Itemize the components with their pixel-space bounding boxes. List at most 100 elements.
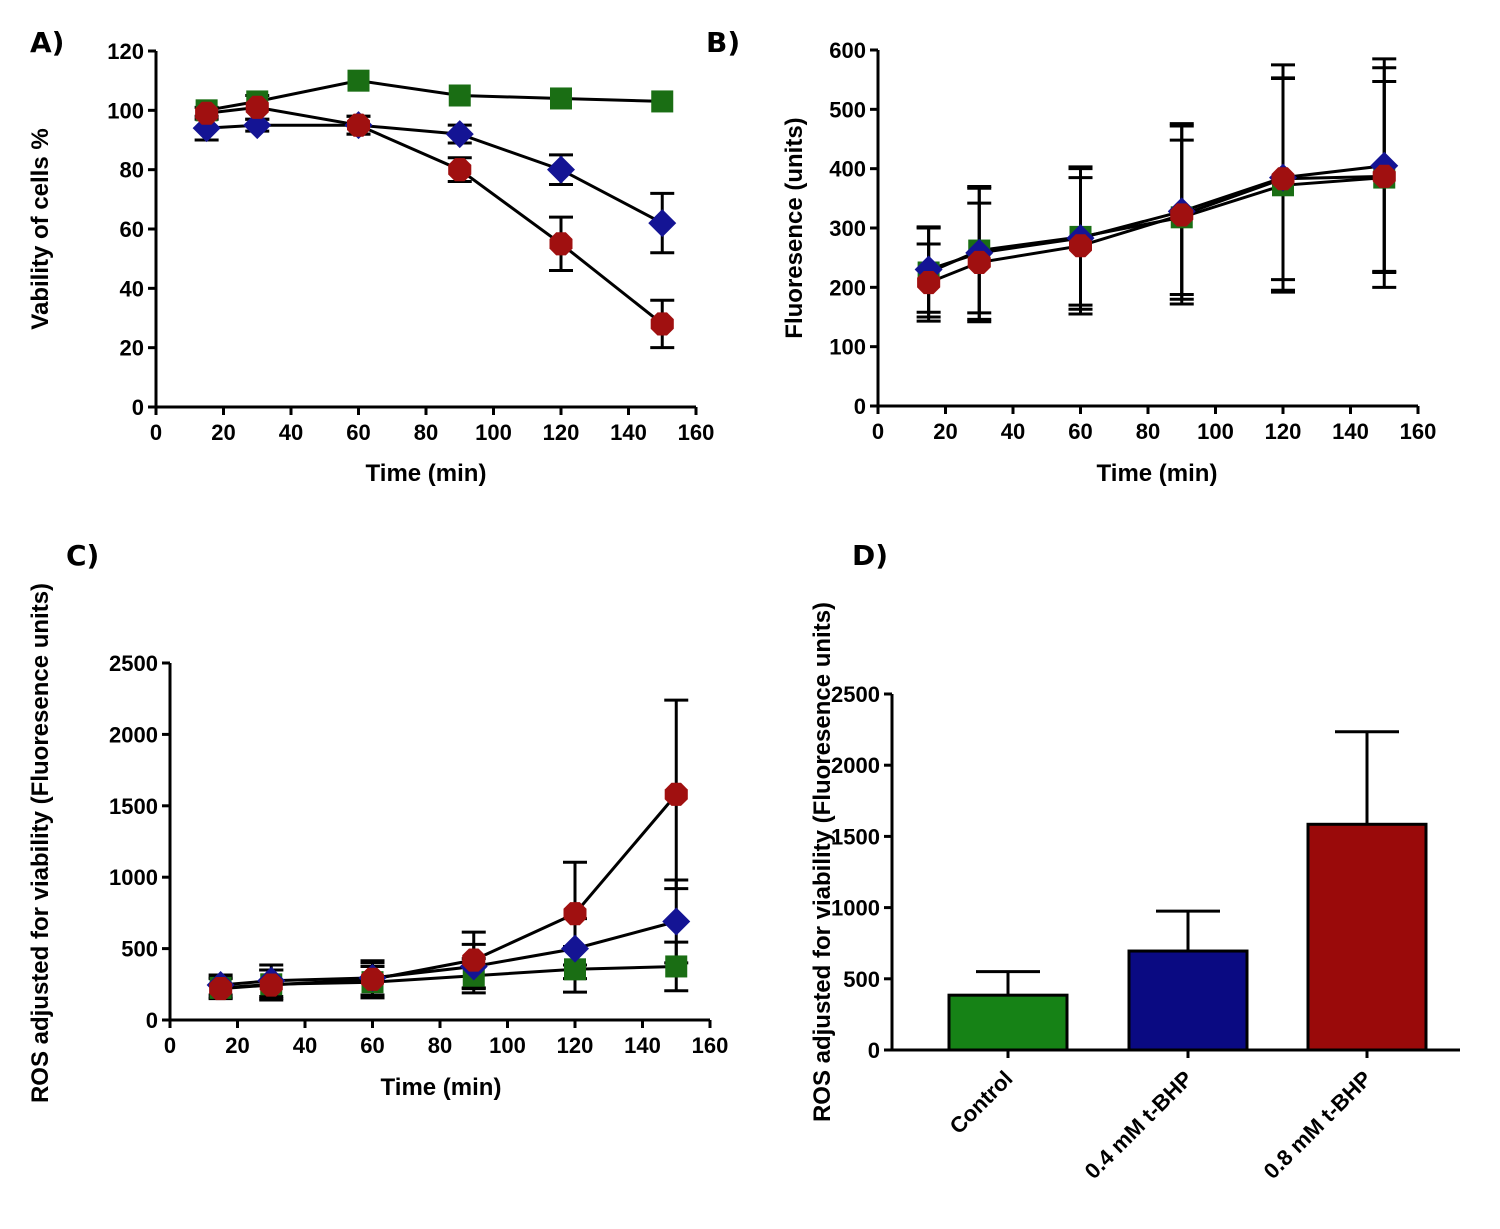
series-line-circle [928, 174, 1385, 284]
data-point-circle [245, 95, 269, 119]
data-point-circle [1069, 234, 1092, 258]
y-tick-label: 1500 [109, 794, 158, 819]
y-tick-label: 100 [829, 335, 866, 360]
series-line-circle [206, 105, 664, 326]
data-point-diamond [648, 209, 677, 238]
x-tick-label: 60 [360, 1033, 384, 1058]
data-point-square [347, 69, 370, 92]
bar [1306, 822, 1428, 1052]
x-tick-label: 80 [1136, 419, 1160, 444]
y-tick-label: 120 [107, 39, 144, 64]
series-line-circle [220, 793, 678, 991]
x-tick-label: 20 [211, 420, 235, 445]
y-tick-label: 40 [120, 276, 144, 301]
panel-label: D) [852, 539, 888, 572]
x-tick-label: 20 [225, 1033, 249, 1058]
x-tick-label: 0 [872, 419, 884, 444]
data-point-circle [967, 250, 991, 274]
bar [1127, 949, 1249, 1052]
data-point-circle [462, 948, 486, 972]
data-point-circle [1170, 203, 1194, 227]
series-line-diamond [928, 164, 1385, 271]
y-tick-label: 300 [829, 216, 866, 241]
data-point-square [564, 958, 586, 981]
data-point-circle [1271, 167, 1295, 191]
x-tick-label: 120 [557, 1033, 594, 1058]
chart-panel-b: B) 0 100 200 300 400 500 600 0 20 40 60 80 100 120 140 1… [706, 26, 1436, 487]
y-tick-label: 2500 [831, 682, 880, 707]
series-line-square [206, 79, 663, 112]
x-tick-label: 120 [543, 420, 580, 445]
x-tick-label: 40 [293, 1033, 317, 1058]
y-tick-label: 0 [868, 1038, 880, 1063]
category-label: 0.4 mM t-BHP [1080, 1066, 1198, 1184]
x-tick-label: 0 [164, 1033, 176, 1058]
x-tick-label: 160 [692, 1033, 729, 1058]
x-tick-label: 0 [150, 420, 162, 445]
x-axis-title: Time (min) [381, 1074, 502, 1101]
data-point-circle [195, 101, 219, 125]
data-point-square [550, 87, 572, 110]
y-axis-title: ROS adjusted for viability (Fluoresence … [809, 602, 836, 1122]
chart-panel-c: C) 0 500 1000 1500 2000 2500 0 20 40 60 80 100 120 140… [27, 539, 728, 1103]
x-tick-label: 140 [610, 420, 647, 445]
y-tick-label: 200 [829, 275, 866, 300]
data-point-circle [917, 271, 941, 295]
y-tick-label: 2500 [109, 651, 158, 676]
y-tick-label: 80 [120, 158, 144, 183]
data-point-square [448, 84, 471, 107]
x-tick-label: 160 [1400, 419, 1437, 444]
x-tick-label: 60 [1068, 419, 1092, 444]
y-tick-label: 500 [843, 967, 880, 992]
x-axis-title: Time (min) [1097, 460, 1218, 487]
bar [947, 993, 1069, 1052]
x-tick-label: 100 [1197, 419, 1234, 444]
data-point-circle [209, 977, 233, 1001]
x-tick-label: 100 [475, 420, 512, 445]
x-tick-label: 20 [933, 419, 957, 444]
x-axis-title: Time (min) [366, 460, 487, 487]
data-point-circle [347, 113, 370, 137]
data-point-circle [259, 973, 283, 997]
panel-label: B) [706, 26, 740, 59]
data-point-diamond [445, 120, 474, 149]
x-tick-label: 100 [489, 1033, 526, 1058]
series-line-diamond [220, 920, 677, 987]
y-tick-label: 1000 [109, 865, 158, 890]
y-tick-label: 500 [121, 937, 158, 962]
series-line-diamond [206, 123, 663, 225]
x-tick-label: 60 [346, 420, 370, 445]
category-label: Control [945, 1066, 1018, 1139]
y-axis-title: ROS adjusted for viability (Fluoresence … [27, 583, 54, 1103]
x-tick-label: 80 [428, 1033, 452, 1058]
panel-label: A) [30, 26, 64, 59]
data-point-circle [563, 902, 587, 926]
panel-label: C) [66, 539, 99, 572]
data-point-circle [448, 158, 472, 182]
data-point-square [651, 90, 674, 113]
data-point-circle [1372, 164, 1396, 188]
y-tick-label: 20 [120, 336, 144, 361]
y-axis-title: Fluoresence (units) [781, 117, 808, 338]
y-tick-label: 1000 [831, 896, 880, 921]
y-tick-label: 0 [854, 394, 866, 419]
y-tick-label: 500 [829, 97, 866, 122]
y-axis-title: Vability of cells % [27, 128, 54, 329]
data-point-circle [664, 782, 688, 806]
data-point-diamond [662, 907, 691, 936]
data-point-circle [361, 967, 384, 991]
x-tick-label: 160 [678, 420, 715, 445]
x-tick-label: 40 [279, 420, 303, 445]
data-point-circle [549, 232, 573, 256]
y-tick-label: 2000 [109, 722, 158, 747]
x-tick-label: 140 [1332, 419, 1369, 444]
y-tick-label: 1500 [831, 824, 880, 849]
x-tick-label: 140 [624, 1033, 661, 1058]
category-label: 0.8 mM t-BHP [1259, 1066, 1377, 1184]
y-tick-label: 2000 [831, 753, 880, 778]
y-tick-label: 0 [132, 395, 144, 420]
y-tick-label: 60 [120, 217, 144, 242]
data-point-diamond [547, 155, 575, 184]
